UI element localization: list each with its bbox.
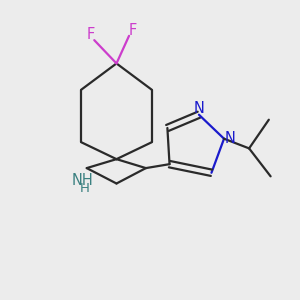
Text: N: N xyxy=(224,131,235,146)
Text: NH: NH xyxy=(72,173,93,188)
Text: N: N xyxy=(194,101,204,116)
Text: F: F xyxy=(86,27,94,42)
Text: F: F xyxy=(129,22,137,38)
Text: H: H xyxy=(80,182,90,195)
